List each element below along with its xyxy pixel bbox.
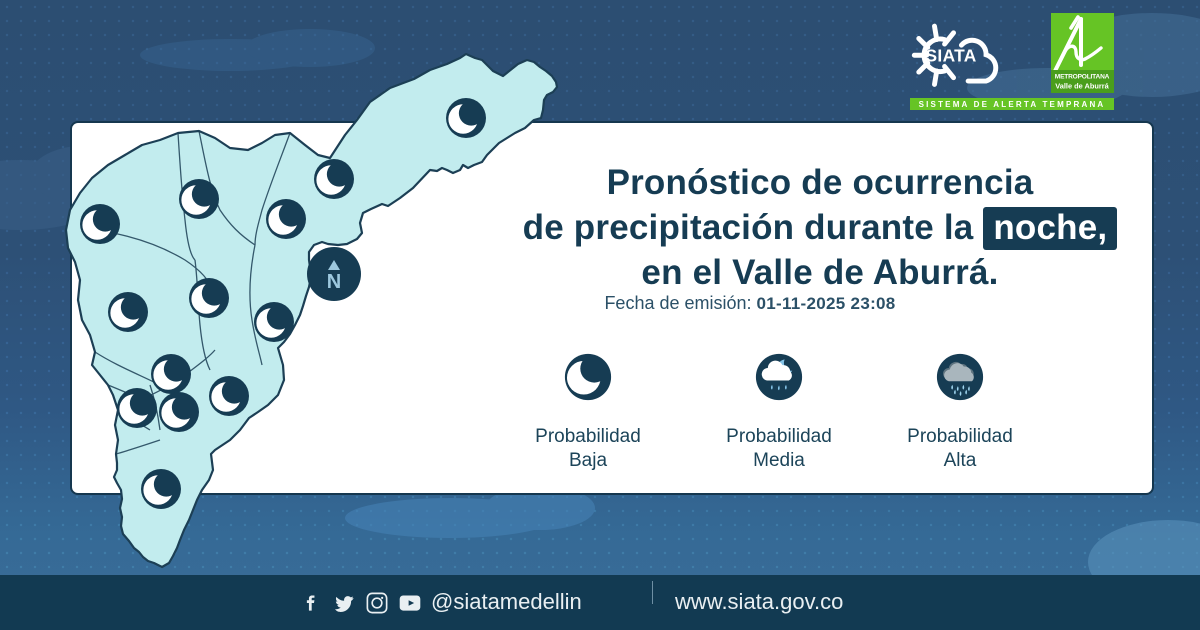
svg-text:N: N <box>327 271 341 293</box>
svg-text:SIATA: SIATA <box>926 45 977 65</box>
